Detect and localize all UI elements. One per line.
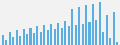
Bar [81, 24, 84, 45]
Bar [109, 38, 111, 45]
Bar [2, 35, 4, 45]
Bar [40, 32, 42, 45]
Bar [57, 22, 59, 45]
Bar [54, 29, 56, 45]
Bar [92, 4, 94, 45]
Bar [116, 42, 118, 45]
Bar [106, 15, 108, 45]
Bar [61, 28, 63, 45]
Bar [16, 30, 18, 45]
Bar [26, 34, 28, 45]
Bar [75, 25, 77, 45]
Bar [19, 36, 21, 45]
Bar [47, 30, 49, 45]
Bar [95, 20, 97, 45]
Bar [12, 37, 14, 45]
Bar [33, 33, 35, 45]
Bar [30, 28, 32, 45]
Bar [23, 29, 25, 45]
Bar [43, 25, 45, 45]
Bar [99, 2, 101, 45]
Bar [68, 26, 70, 45]
Bar [102, 32, 104, 45]
Bar [50, 24, 52, 45]
Bar [85, 5, 87, 45]
Bar [5, 40, 7, 45]
Bar [78, 7, 80, 45]
Bar [36, 26, 39, 45]
Bar [64, 21, 66, 45]
Bar [71, 9, 73, 45]
Bar [113, 12, 115, 45]
Bar [9, 32, 11, 45]
Bar [88, 22, 90, 45]
